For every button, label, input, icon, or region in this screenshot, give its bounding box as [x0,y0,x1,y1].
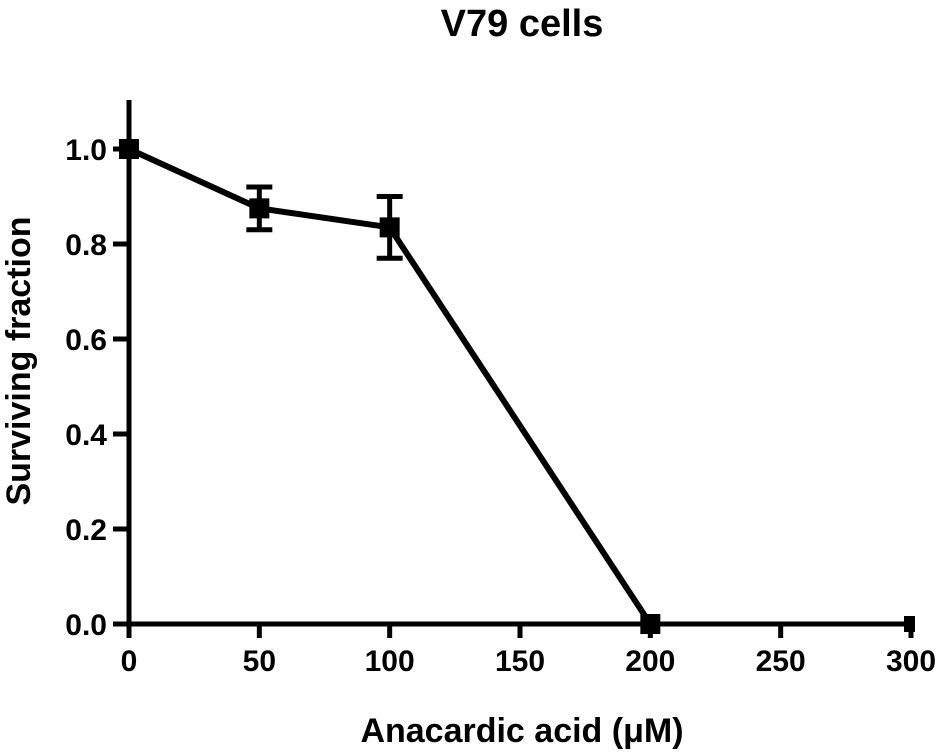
x-tick-label: 50 [243,645,276,678]
data-series [119,139,915,634]
data-point [379,217,400,238]
data-point [640,614,661,634]
y-axis-label: Surviving fraction [0,216,38,505]
x-tick-label: 100 [365,645,415,678]
data-point [904,616,915,632]
x-tick-label: 0 [121,645,138,678]
chart-title: V79 cells [441,3,604,45]
x-tick-label: 250 [756,645,806,678]
y-tick-label: 0.2 [65,514,107,547]
y-tick-label: 0.6 [65,324,107,357]
x-axis-label: Anacardic acid (μM) [360,712,683,750]
data-point [119,139,139,159]
y-tick-label: 1.0 [65,134,107,167]
axes [126,100,914,627]
y-tick-label: 0.4 [65,419,107,452]
data-point [249,198,270,219]
x-tick-label: 300 [886,645,936,678]
x-tick-label: 200 [625,645,675,678]
x-tick-label: 150 [495,645,545,678]
y-axis-ticks: 0.0 0.2 0.4 0.6 0.8 1.0 [65,134,129,642]
y-tick-label: 0.8 [65,229,107,262]
series-line [127,146,653,626]
x-axis-ticks: 0 50 100 150 200 250 300 [121,624,936,678]
y-tick-label: 0.0 [65,609,107,642]
